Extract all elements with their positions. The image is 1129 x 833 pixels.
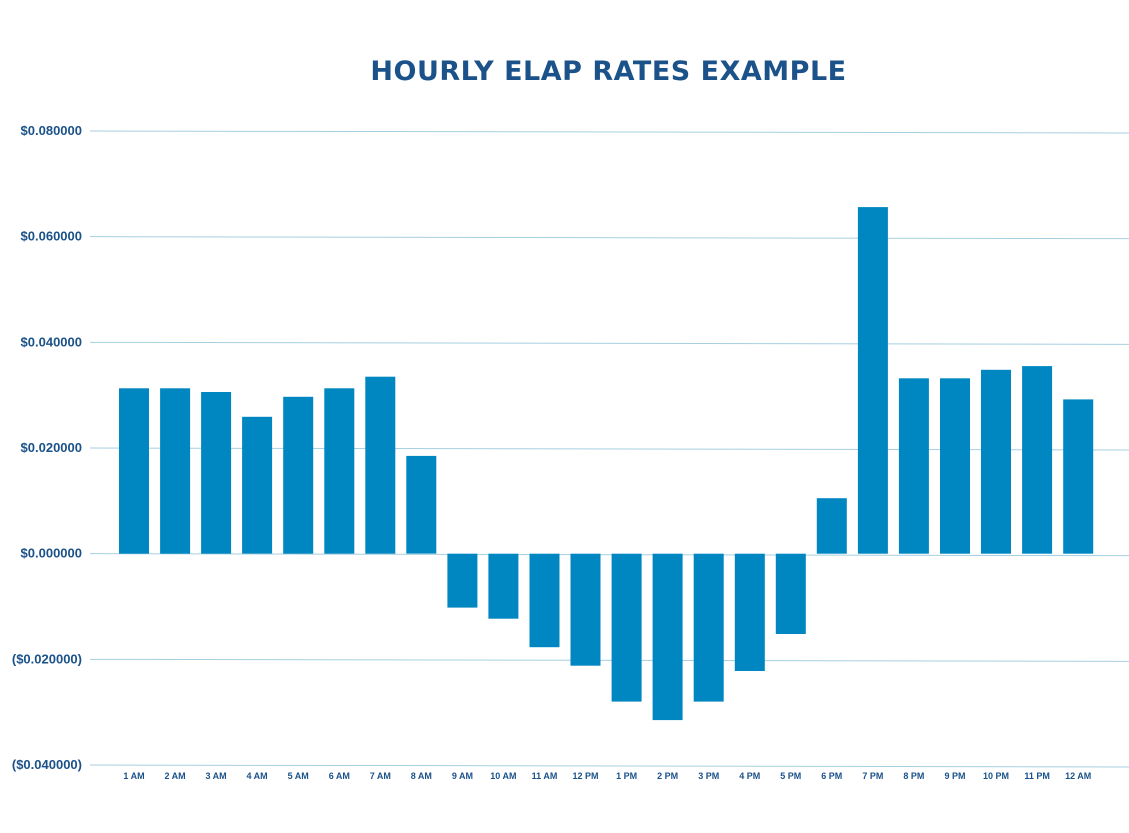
- bar: [693, 553, 724, 702]
- bar: [160, 388, 191, 554]
- bar: [940, 378, 970, 554]
- x-tick-label: 4 PM: [739, 771, 760, 781]
- bar: [652, 553, 683, 721]
- x-tick-label: 9 PM: [944, 771, 965, 781]
- x-tick-label: 8 PM: [903, 771, 924, 781]
- bar: [1022, 366, 1053, 554]
- bar: [406, 455, 437, 554]
- x-tick-label: 12 PM: [572, 771, 598, 781]
- x-tick-label: 4 AM: [247, 771, 268, 781]
- bar: [447, 553, 478, 608]
- y-tick-label: $0.080000: [21, 123, 82, 138]
- x-tick-label: 12 AM: [1065, 771, 1091, 781]
- x-tick-label: 5 PM: [780, 771, 801, 781]
- x-tick-label: 2 AM: [165, 771, 186, 781]
- bar: [1063, 399, 1094, 554]
- gridline: [89, 658, 1129, 662]
- x-tick-label: 11 AM: [532, 771, 558, 781]
- x-tick-label: 1 PM: [616, 771, 637, 781]
- x-tick-label: 6 AM: [329, 771, 350, 781]
- y-tick-label: $0.040000: [21, 334, 82, 349]
- x-tick-label: 3 AM: [206, 771, 227, 781]
- bar: [898, 378, 929, 554]
- bar: [981, 369, 1011, 554]
- gridline: [89, 236, 1129, 240]
- x-tick-label: 10 AM: [490, 771, 516, 781]
- gridline: [89, 764, 1129, 768]
- x-tick-label: 5 AM: [288, 771, 309, 781]
- x-tick-label: 8 AM: [411, 771, 432, 781]
- x-tick-label: 3 PM: [698, 771, 719, 781]
- bar: [529, 553, 560, 648]
- bar: [816, 498, 847, 554]
- x-tick-label: 2 PM: [657, 771, 678, 781]
- bar: [775, 553, 806, 634]
- x-tick-label: 7 PM: [862, 771, 883, 781]
- gridline: [89, 553, 1129, 557]
- bar: [857, 207, 888, 554]
- bar: [488, 553, 519, 619]
- x-tick-label: 9 AM: [452, 771, 473, 781]
- gridline: [89, 341, 1129, 345]
- y-tick-label: $0.020000: [21, 440, 82, 455]
- x-tick-label: 1 AM: [123, 771, 144, 781]
- y-tick-label: $0.060000: [21, 229, 82, 244]
- bar: [734, 553, 765, 671]
- bar: [570, 553, 601, 666]
- bar: [242, 416, 273, 554]
- bar: [283, 396, 314, 554]
- x-tick-label: 10 PM: [983, 771, 1009, 781]
- x-tick-label: 7 AM: [370, 771, 391, 781]
- bar: [365, 376, 396, 554]
- y-tick-label: ($0.040000): [12, 757, 82, 772]
- y-tick-label: ($0.020000): [12, 651, 82, 666]
- chart-title: HOURLY ELAP RATES EXAMPLE: [370, 56, 847, 87]
- bar: [611, 553, 642, 702]
- y-tick-label: $0.000000: [21, 546, 82, 561]
- bar: [201, 392, 232, 554]
- gridline: [89, 130, 1129, 134]
- x-tick-label: 11 PM: [1024, 771, 1050, 781]
- x-tick-label: 6 PM: [821, 771, 842, 781]
- bar: [324, 388, 355, 554]
- bar: [119, 388, 149, 554]
